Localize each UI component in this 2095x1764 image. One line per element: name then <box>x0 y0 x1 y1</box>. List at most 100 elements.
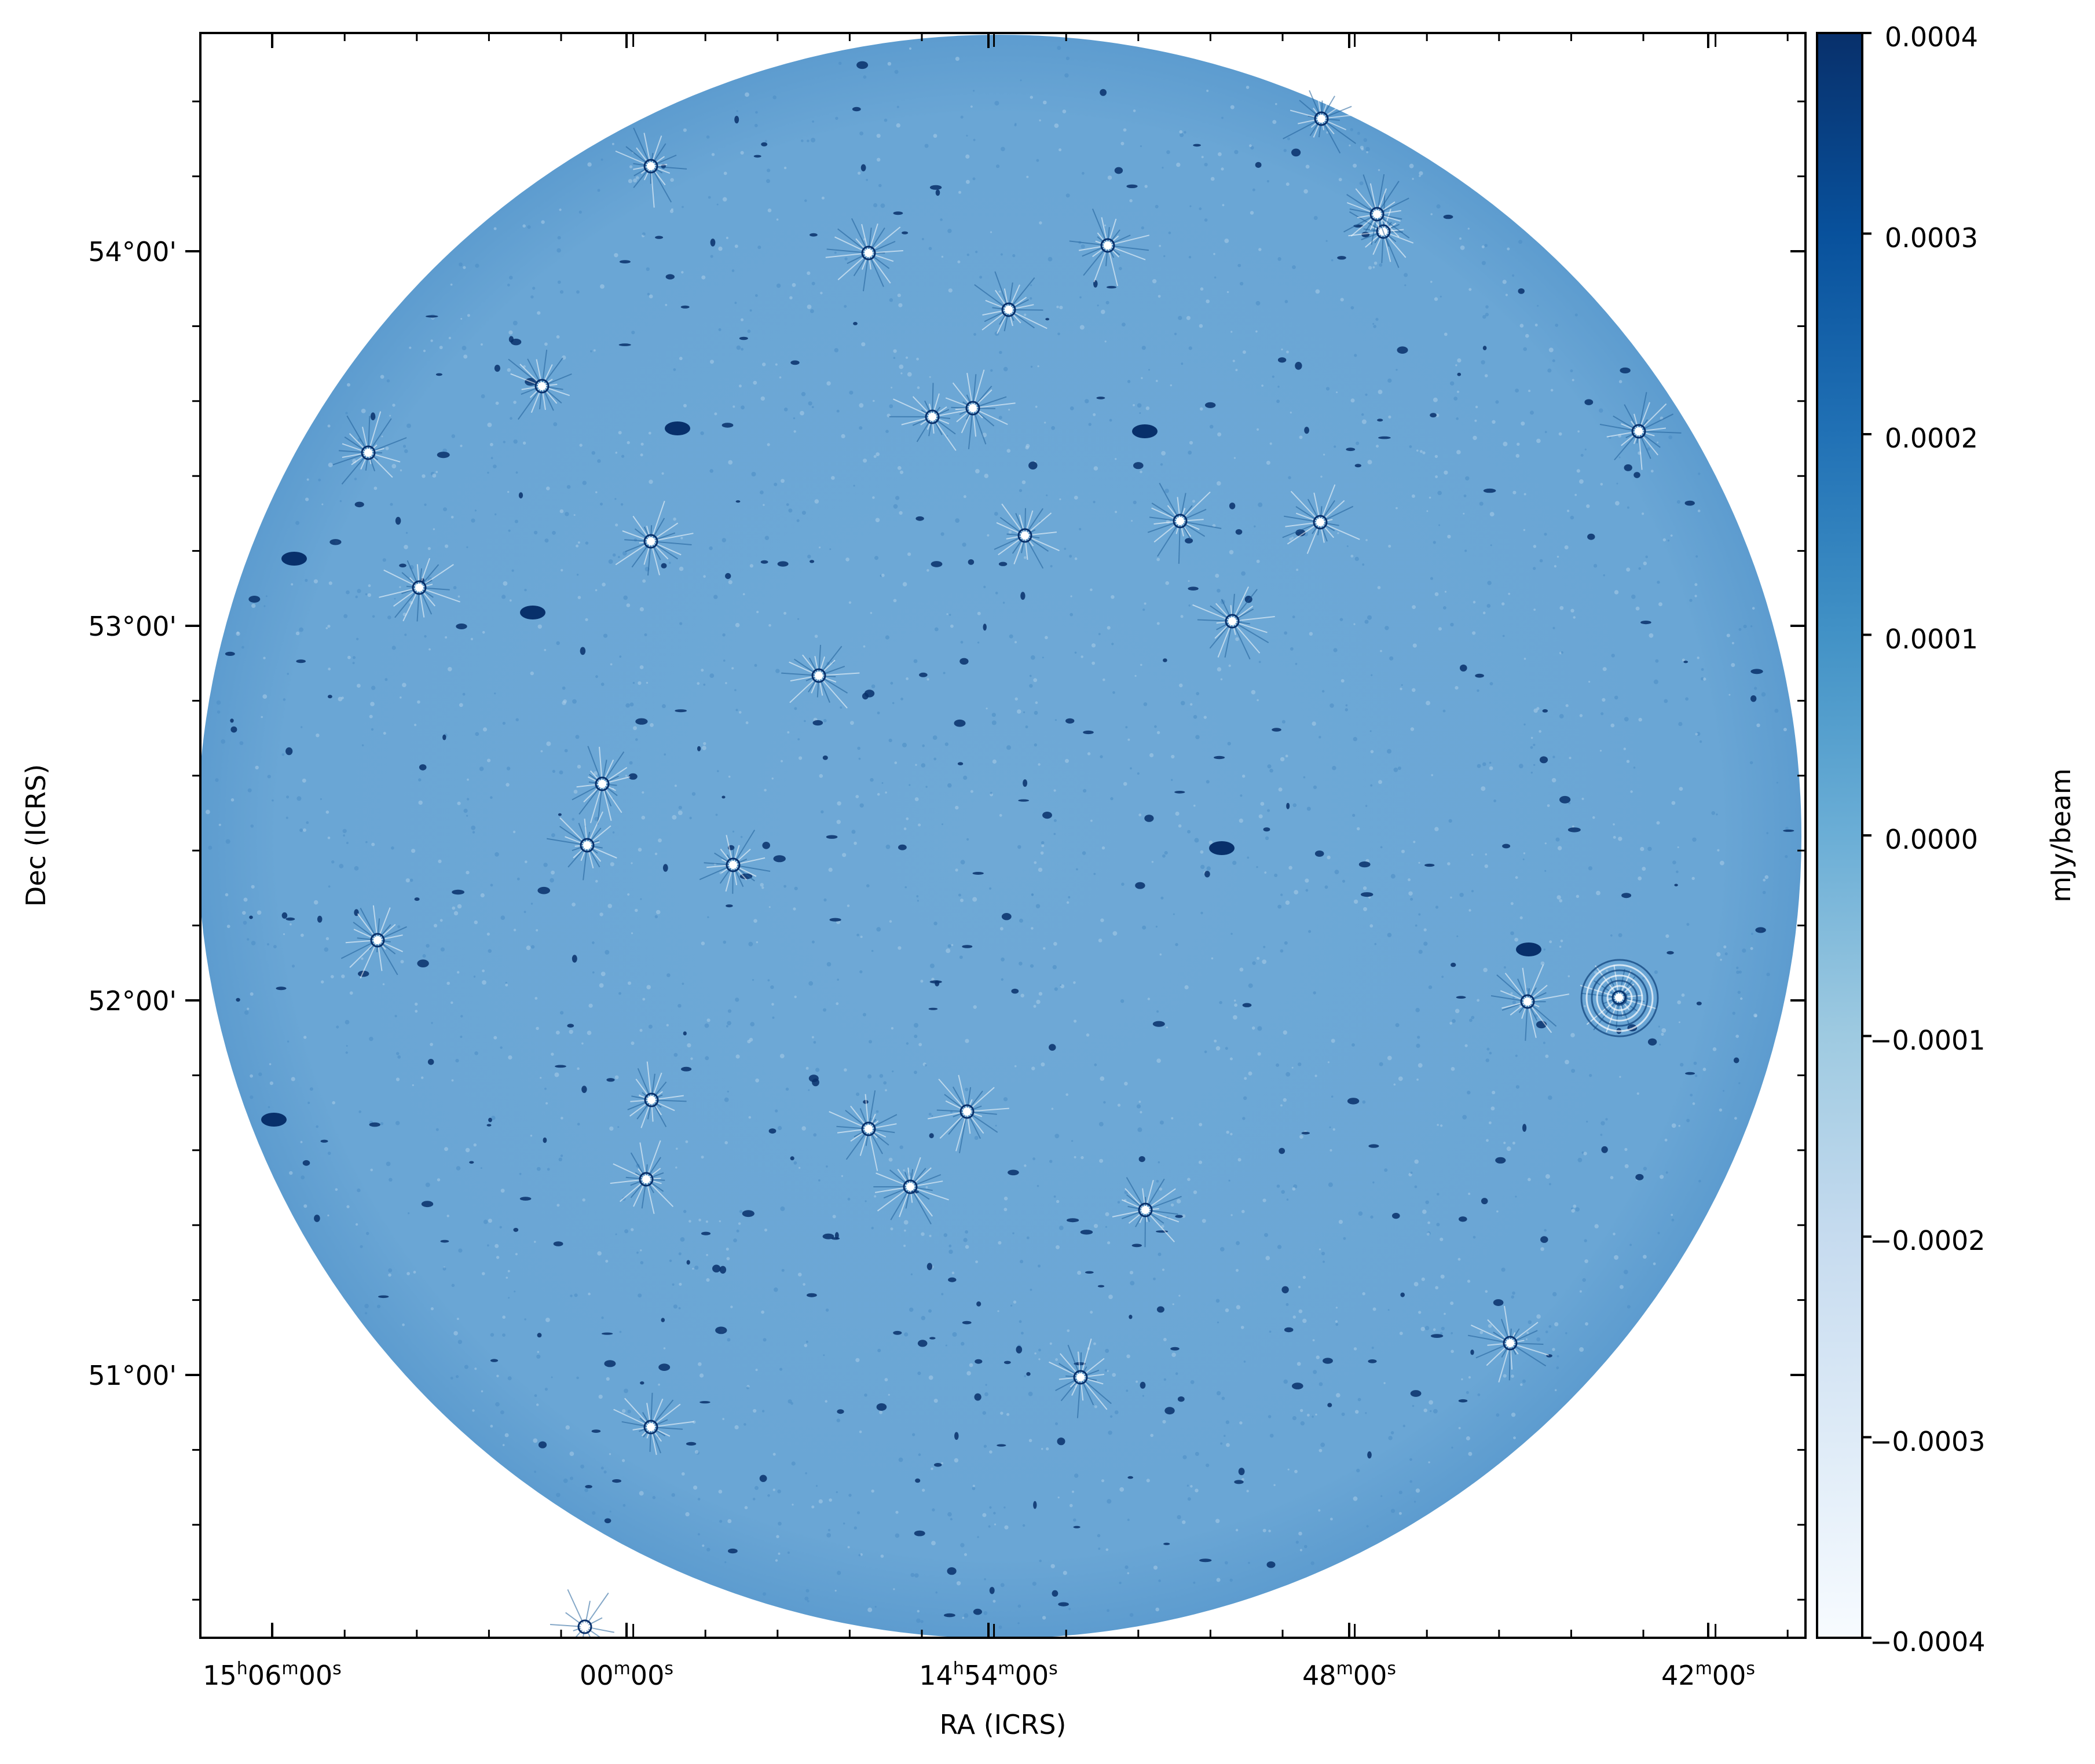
compact-source <box>281 912 288 919</box>
noise-speckle <box>1342 879 1345 883</box>
noise-speckle <box>807 271 811 275</box>
noise-speckle <box>1261 384 1264 387</box>
noise-speckle <box>1189 441 1193 445</box>
noise-speckle <box>1225 1420 1230 1424</box>
noise-speckle <box>1180 133 1184 137</box>
noise-speckle <box>1274 874 1278 877</box>
noise-speckle <box>1766 973 1770 977</box>
noise-speckle <box>1219 1001 1222 1004</box>
noise-speckle <box>552 769 556 773</box>
sidelobe <box>916 416 933 442</box>
noise-speckle <box>514 519 518 523</box>
noise-speckle <box>431 1022 433 1024</box>
compact-source <box>893 211 903 215</box>
compact-source <box>1354 464 1361 468</box>
sidelobe <box>1371 214 1378 245</box>
noise-speckle <box>941 255 944 258</box>
noise-speckle <box>1215 574 1219 578</box>
noise-speckle <box>736 110 738 112</box>
noise-speckle <box>1404 284 1407 287</box>
noise-speckle <box>1161 1224 1164 1228</box>
noise-speckle <box>837 978 839 981</box>
noise-speckle <box>875 518 880 523</box>
noise-speckle <box>495 401 499 405</box>
noise-speckle <box>1479 501 1484 506</box>
noise-speckle <box>402 1323 405 1326</box>
noise-speckle <box>462 692 466 696</box>
noise-speckle <box>654 852 658 856</box>
noise-speckle <box>1320 475 1323 478</box>
noise-speckle <box>1312 721 1316 726</box>
noise-speckle <box>856 1511 860 1514</box>
noise-speckle <box>891 387 893 388</box>
noise-speckle <box>1550 388 1554 392</box>
sidelobe <box>1618 997 1631 1029</box>
noise-speckle <box>876 134 881 138</box>
compact-source <box>1205 402 1216 408</box>
noise-speckle <box>561 1117 563 1120</box>
noise-speckle <box>1374 261 1378 265</box>
sidelobe <box>530 386 543 413</box>
noise-speckle <box>553 422 558 427</box>
noise-speckle <box>380 375 384 379</box>
noise-speckle <box>1428 1461 1430 1464</box>
noise-speckle <box>760 490 764 494</box>
noise-speckle <box>551 870 555 875</box>
noise-speckle <box>572 699 577 704</box>
sidelobe <box>1346 202 1378 215</box>
noise-speckle <box>474 1051 478 1055</box>
noise-speckle <box>755 1369 758 1371</box>
noise-speckle <box>841 434 845 439</box>
compact-source <box>1133 462 1144 470</box>
compact-source <box>513 1227 519 1232</box>
compact-source <box>686 1260 690 1265</box>
sidelobe <box>1321 105 1352 119</box>
noise-speckle <box>893 349 897 353</box>
noise-speckle <box>1638 876 1642 881</box>
noise-speckle <box>1020 1260 1024 1264</box>
compact-source <box>1291 148 1301 157</box>
noise-speckle <box>1579 1290 1582 1293</box>
compact-source <box>1683 661 1689 663</box>
noise-speckle <box>424 503 427 506</box>
sidelobe <box>1055 1377 1081 1391</box>
bright-source-core <box>647 1423 655 1431</box>
noise-speckle <box>753 1409 757 1413</box>
noise-speckle <box>1429 496 1431 499</box>
noise-speckle <box>1284 300 1288 303</box>
noise-speckle <box>1353 163 1357 168</box>
noise-speckle <box>1537 305 1539 307</box>
noise-speckle <box>1387 1055 1392 1061</box>
noise-speckle <box>1290 647 1294 651</box>
noise-speckle <box>1584 448 1587 450</box>
noise-speckle <box>768 624 771 627</box>
bright-source-core <box>373 936 382 944</box>
noise-speckle <box>629 165 633 168</box>
noise-speckle <box>1240 281 1244 286</box>
noise-speckle <box>500 1046 503 1049</box>
noise-speckle <box>1426 701 1431 706</box>
noise-speckle <box>242 911 246 915</box>
noise-speckle <box>679 622 683 625</box>
noise-speckle <box>727 1009 732 1013</box>
noise-speckle <box>1229 1057 1233 1061</box>
noise-speckle <box>1481 261 1486 265</box>
noise-speckle <box>1013 1300 1017 1304</box>
noise-speckle <box>755 1486 759 1490</box>
noise-speckle <box>873 399 875 402</box>
compact-source <box>1263 827 1270 832</box>
noise-speckle <box>1630 790 1633 793</box>
noise-speckle <box>1235 1528 1239 1532</box>
noise-speckle <box>995 1124 997 1127</box>
noise-speckle <box>744 1506 748 1509</box>
noise-speckle <box>826 1165 828 1168</box>
noise-speckle <box>783 611 787 615</box>
noise-speckle <box>1232 360 1235 362</box>
noise-speckle <box>345 412 348 415</box>
noise-speckle <box>891 1027 894 1030</box>
noise-speckle <box>723 171 727 175</box>
sidelobe <box>1606 431 1639 438</box>
noise-speckle <box>1613 1233 1616 1235</box>
noise-speckle <box>903 827 907 830</box>
sidelobe <box>932 393 940 417</box>
